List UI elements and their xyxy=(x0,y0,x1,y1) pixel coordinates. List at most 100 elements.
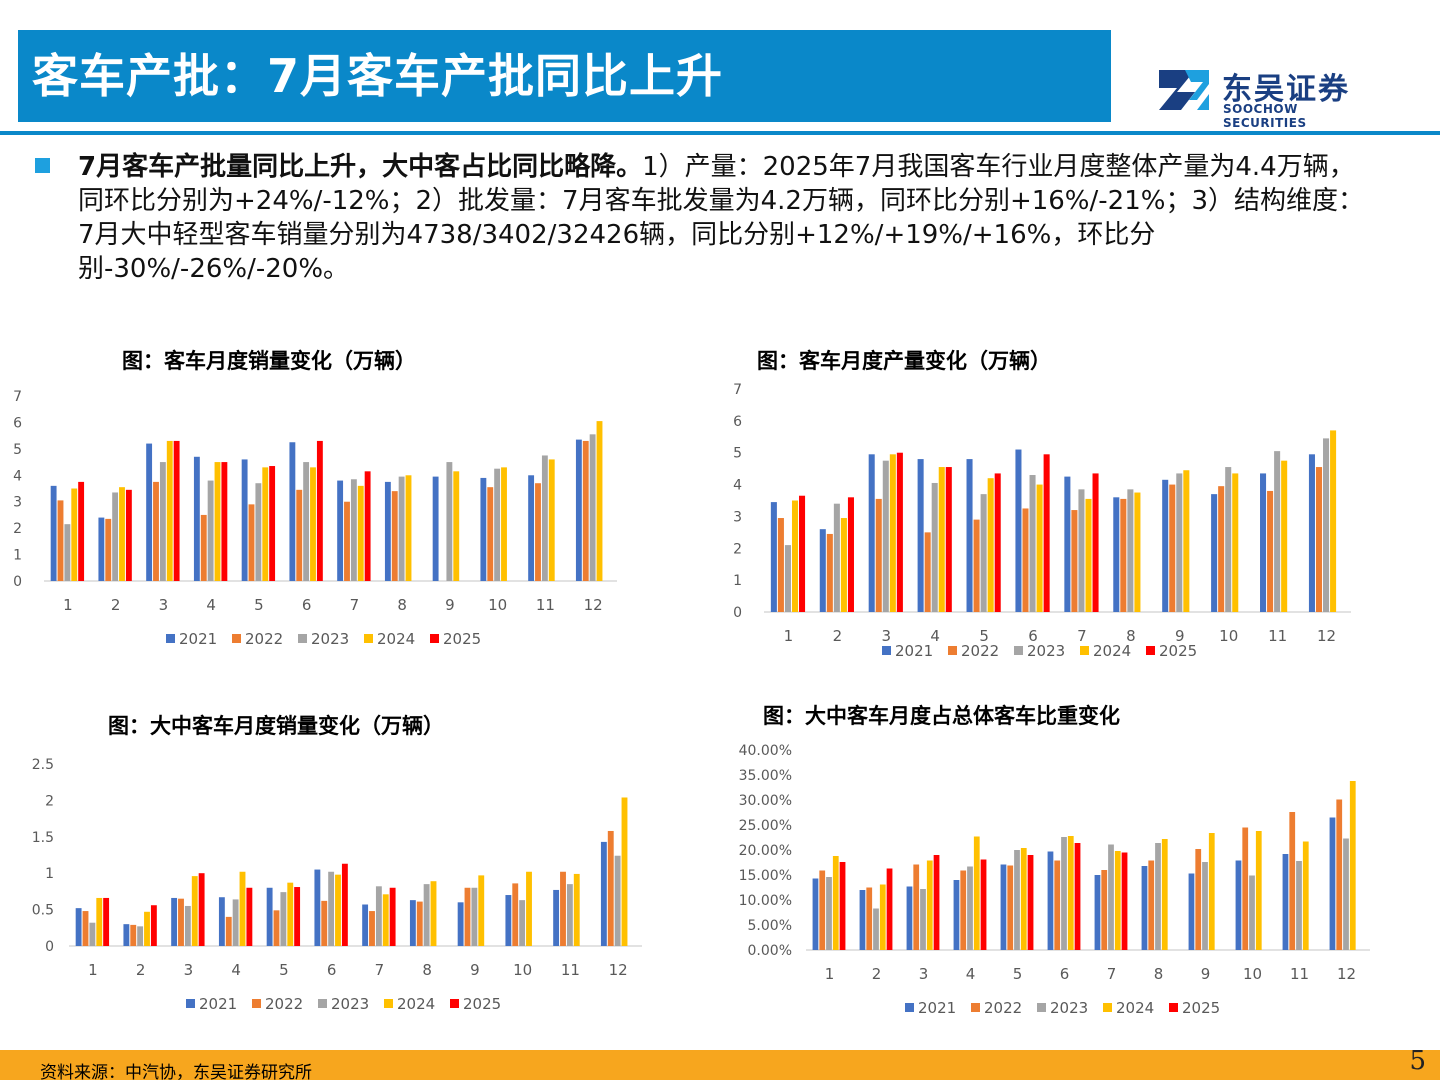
large_mid_sales-y-tick-label: 2 xyxy=(45,793,54,809)
production-bar-2023-m3 xyxy=(882,460,889,612)
sales-y-tick-label: 1 xyxy=(13,548,22,564)
production-bar-2025-m4 xyxy=(945,467,952,612)
large_mid_share-bar-2022-m8 xyxy=(1148,860,1155,950)
large_mid_share-x-tick-label: 12 xyxy=(1337,965,1356,983)
sales-x-tick-label: 12 xyxy=(584,596,603,614)
sales-bar-2024-m3 xyxy=(166,440,173,581)
large_mid_share-x-tick-label: 8 xyxy=(1154,965,1164,983)
large_mid_share-bar-2025-m7 xyxy=(1121,852,1128,950)
large_mid_share-bar-2022-m3 xyxy=(913,864,920,950)
sales-x-tick-label: 9 xyxy=(445,596,455,614)
large_mid_share-x-tick-label: 10 xyxy=(1243,965,1262,983)
large_mid_share-bar-2021-m6 xyxy=(1047,851,1054,950)
large_mid_sales-bar-2025-m4 xyxy=(246,887,253,946)
production-y-tick-label: 5 xyxy=(733,446,742,462)
production-y-tick-label: 4 xyxy=(733,478,742,494)
large_mid_share-bar-2022-m6 xyxy=(1054,860,1061,950)
sales-bar-2024-m7 xyxy=(357,485,364,581)
sales-x-tick-label: 10 xyxy=(488,596,507,614)
production-bar-2023-m10 xyxy=(1225,467,1232,612)
production-bar-2021-m4 xyxy=(917,459,924,612)
large_mid_share-legend-label-2024: 2024 xyxy=(1116,999,1154,1017)
large_mid_share-bar-2022-m12 xyxy=(1336,799,1343,950)
sales-legend-swatch-2021 xyxy=(166,634,175,643)
sales-bar-2021-m5 xyxy=(241,459,248,581)
large_mid_sales-bar-2022-m10 xyxy=(512,883,519,946)
sales-legend-label-2023: 2023 xyxy=(311,630,349,648)
production-bar-2022-m3 xyxy=(875,498,882,612)
production-bar-2025-m2 xyxy=(847,497,854,612)
large_mid_share-bar-2022-m2 xyxy=(866,887,873,950)
large_mid_share-bar-2025-m1 xyxy=(839,862,846,950)
large_mid_share-legend-label-2025: 2025 xyxy=(1182,999,1220,1017)
sales-bar-2024-m9 xyxy=(453,471,460,581)
large_mid_share-x-tick-label: 11 xyxy=(1290,965,1309,983)
large_mid_sales-x-tick-label: 12 xyxy=(609,961,628,979)
sales-bar-2023-m9 xyxy=(446,462,453,581)
large_mid_sales-legend-swatch-2023 xyxy=(318,999,327,1008)
large_mid_share-y-tick-label: 40.00% xyxy=(739,743,792,759)
sales-bar-2021-m6 xyxy=(289,442,296,581)
sales-bar-2023-m1 xyxy=(64,524,71,581)
sales-legend-label-2022: 2022 xyxy=(245,630,283,648)
sales-bar-2022-m8 xyxy=(391,491,398,581)
large_mid_sales-bar-2021-m10 xyxy=(505,895,512,946)
large_mid_sales-bar-2024-m3 xyxy=(191,876,198,946)
production-bar-2023-m7 xyxy=(1078,489,1085,612)
large_mid_sales-bar-2021-m12 xyxy=(600,841,607,946)
large_mid_share-bar-2023-m12 xyxy=(1343,838,1349,950)
large_mid_share-bar-2024-m4 xyxy=(973,836,980,950)
sales-bar-2024-m10 xyxy=(501,467,507,581)
large_mid_share-y-tick-label: 20.00% xyxy=(739,843,792,859)
page-number: 5 xyxy=(1409,1046,1426,1076)
large_mid_sales-bar-2025-m5 xyxy=(294,887,301,946)
large_mid_sales-x-tick-label: 2 xyxy=(136,961,146,979)
large_mid_sales-bar-2024-m5 xyxy=(287,882,294,946)
large_mid_share-legend-swatch-2021 xyxy=(905,1003,914,1012)
large_mid_sales-bar-2022-m9 xyxy=(464,887,471,946)
logo-text-en: SOOCHOW SECURITIES xyxy=(1223,102,1307,130)
large_mid_sales-legend-label-2022: 2022 xyxy=(265,995,303,1013)
sales-bar-2022-m4 xyxy=(200,514,207,581)
large_mid_sales-bar-2023-m1 xyxy=(89,922,96,946)
production-bar-2023-m4 xyxy=(931,482,938,612)
production-legend-swatch-2022 xyxy=(948,646,957,655)
production-bar-2025-m7 xyxy=(1092,473,1099,612)
sales-bar-2021-m11 xyxy=(528,475,535,581)
large_mid_share-bar-2024-m11 xyxy=(1302,841,1309,950)
sales-y-tick-label: 6 xyxy=(13,415,22,431)
large_mid_sales-bar-2023-m9 xyxy=(471,887,478,946)
sales-bar-2021-m10 xyxy=(480,477,487,581)
sales-bar-2023-m6 xyxy=(303,462,310,581)
large_mid_share-bar-2022-m7 xyxy=(1101,870,1108,950)
footer-source: 资料来源：中汽协，东吴证券研究所 xyxy=(40,1063,312,1083)
sales-bar-2024-m1 xyxy=(71,488,78,581)
sales-x-tick-label: 1 xyxy=(63,596,73,614)
production-legend-swatch-2024 xyxy=(1080,646,1089,655)
large_mid_share-bar-2024-m8 xyxy=(1161,839,1168,950)
sales-bar-2025-m3 xyxy=(173,440,180,581)
large_mid_share-bar-2024-m5 xyxy=(1020,848,1027,950)
sales-bar-2024-m4 xyxy=(214,462,221,581)
large_mid_share-bar-2024-m2 xyxy=(879,884,886,950)
large_mid_share-bar-2024-m7 xyxy=(1114,851,1121,950)
sales-bar-2023-m5 xyxy=(255,483,262,581)
sales-bar-2025-m7 xyxy=(364,471,371,581)
large_mid_sales-legend-swatch-2024 xyxy=(384,999,393,1008)
large_mid_share-bar-2023-m3 xyxy=(920,889,926,950)
production-bar-2023-m12 xyxy=(1323,438,1330,612)
large_mid_sales-x-tick-label: 4 xyxy=(231,961,241,979)
large_mid_sales-x-tick-label: 5 xyxy=(279,961,289,979)
large_mid_sales-x-tick-label: 7 xyxy=(375,961,385,979)
large_mid_sales-legend-label-2025: 2025 xyxy=(463,995,501,1013)
sales-bar-2024-m8 xyxy=(405,475,412,581)
large_mid_share-bar-2023-m8 xyxy=(1155,843,1161,950)
large_mid_share-x-tick-label: 9 xyxy=(1201,965,1211,983)
production-bar-2022-m10 xyxy=(1218,486,1225,612)
sales-bar-2023-m4 xyxy=(207,480,214,581)
large_mid_share-bar-2021-m10 xyxy=(1235,860,1242,950)
large_mid_sales-bar-2022-m5 xyxy=(273,910,280,946)
large_mid_share-bar-2021-m2 xyxy=(859,890,866,950)
production-bar-2024-m5 xyxy=(987,478,994,612)
large_mid_sales-bar-2023-m4 xyxy=(232,899,239,946)
